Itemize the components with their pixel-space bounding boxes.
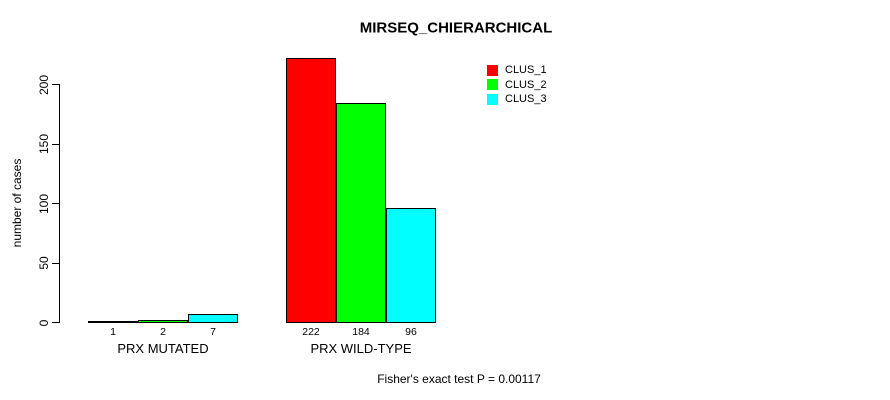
chart-title: MIRSEQ_CHIERARCHICAL: [359, 19, 553, 37]
y-axis-tick-label: 200: [37, 74, 51, 95]
y-axis-tick: [52, 203, 59, 204]
bar-value-label: 7: [210, 326, 216, 338]
y-axis-tick: [52, 262, 59, 264]
stat-annotation: Fisher's exact test P = 0.00117: [377, 372, 541, 386]
legend-label: CLUS_1: [505, 64, 547, 76]
y-axis-line: [59, 84, 60, 323]
bar-value-label: 2: [160, 326, 166, 338]
y-axis-tick-label: 150: [37, 133, 51, 155]
legend-label: CLUS_2: [505, 78, 547, 91]
bar-value-label: 184: [352, 326, 370, 338]
y-axis-tick-label: 50: [37, 256, 51, 270]
y-axis-tick: [52, 84, 59, 85]
y-axis-label: number of cases: [10, 158, 24, 248]
bar: [188, 314, 238, 323]
legend-row: CLUS_3: [487, 92, 547, 106]
legend-label: CLUS_3: [505, 93, 547, 105]
bar: [88, 321, 138, 323]
legend-swatch: [487, 93, 498, 105]
category-label: PRX MUTATED: [117, 341, 209, 356]
y-axis-tick: [52, 143, 59, 145]
legend-swatch: [487, 64, 498, 76]
bar-value-label: 222: [302, 326, 320, 338]
category-label: PRX WILD-TYPE: [310, 341, 412, 356]
bar: [286, 58, 336, 323]
bar: [138, 320, 188, 323]
legend-row: CLUS_2: [487, 78, 547, 92]
y-axis-tick: [52, 322, 59, 323]
legend-row: CLUS_1: [487, 63, 547, 77]
y-axis-tick-label: 100: [37, 193, 51, 214]
bar: [336, 103, 386, 323]
bar-value-label: 96: [405, 326, 417, 338]
bar-value-label: 1: [110, 326, 116, 338]
bar: [386, 208, 436, 323]
legend-swatch: [487, 79, 498, 90]
y-axis-tick-label: 0: [37, 319, 51, 326]
